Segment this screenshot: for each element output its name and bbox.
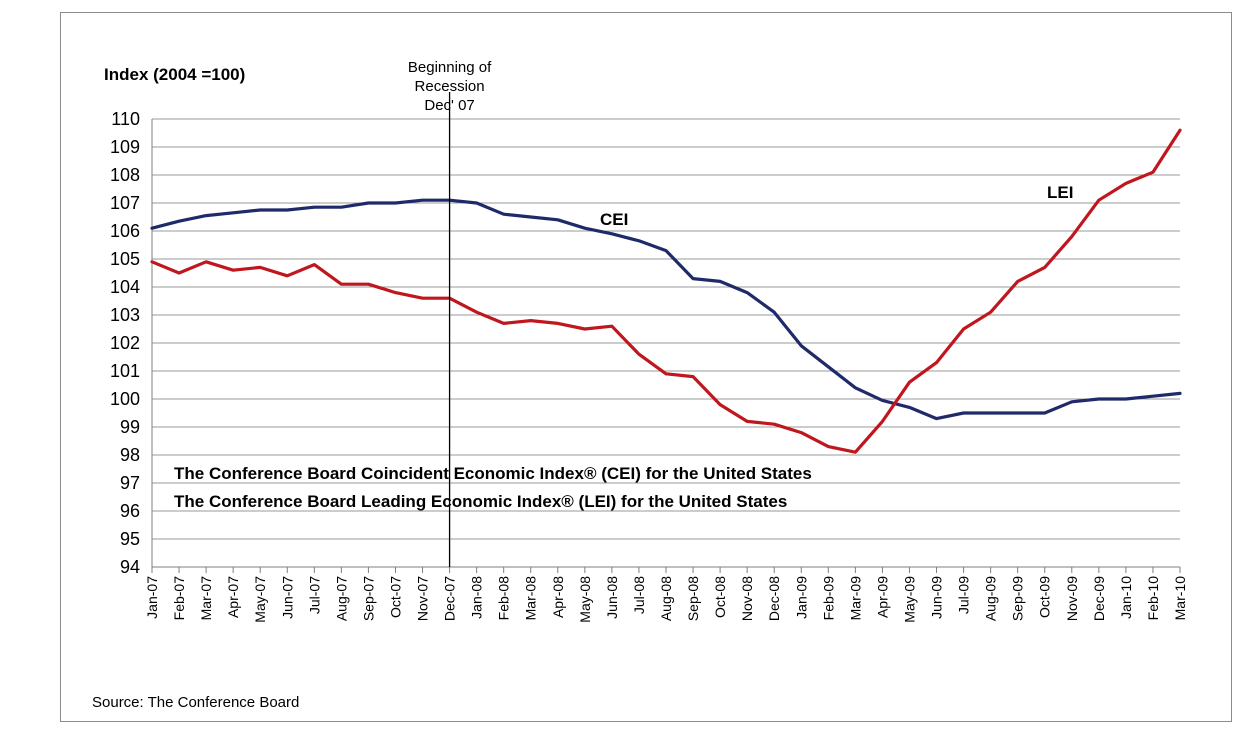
x-tick-label: Feb-09 [820, 576, 836, 621]
x-tick-label: Apr-09 [874, 576, 890, 618]
x-tick-label: Jul-09 [956, 576, 972, 614]
x-tick-label: Oct-09 [1037, 576, 1053, 618]
y-tick-label: 103 [110, 305, 140, 325]
x-tick-label: Jun-09 [929, 576, 945, 619]
source-note: Source: The Conference Board [92, 694, 299, 711]
series-label-cei: CEI [600, 210, 628, 229]
y-tick-label: 94 [120, 557, 140, 577]
x-axis-ticks: Jan-07 Feb-07 Mar-07 Apr-07 May-07 Jun-07 Jul-… [144, 567, 1188, 623]
x-tick-label: May-09 [901, 576, 917, 623]
x-tick-label: Aug-08 [658, 576, 674, 621]
recession-annotation-text: Beginning of [408, 59, 492, 76]
y-tick-label: 95 [120, 529, 140, 549]
y-tick-label: 101 [110, 361, 140, 381]
x-tick-label: Dec-08 [766, 576, 782, 621]
recession-annotation: Beginning of Recession Dec' 07 [408, 59, 492, 567]
x-tick-label: Aug-07 [333, 576, 349, 621]
recession-annotation-text: Recession [415, 78, 485, 95]
x-tick-label: Sep-09 [1010, 576, 1026, 621]
x-tick-label: Jun-08 [604, 576, 620, 619]
x-tick-label: Oct-08 [712, 576, 728, 618]
series-group [150, 128, 1182, 454]
y-tick-label: 106 [110, 221, 140, 241]
x-tick-label: Jul-08 [631, 576, 647, 614]
x-tick-label: May-08 [577, 576, 593, 623]
x-tick-label: Aug-09 [983, 576, 999, 621]
axes [151, 119, 1180, 568]
x-tick-label: Dec-07 [442, 576, 458, 621]
x-tick-label: Sep-08 [685, 576, 701, 621]
series-label-lei: LEI [1047, 183, 1073, 202]
y-tick-label: 102 [110, 333, 140, 353]
x-tick-label: Feb-10 [1145, 576, 1161, 621]
y-tick-label: 109 [110, 137, 140, 157]
x-tick-label: Nov-08 [739, 576, 755, 621]
y-axis-label: Index (2004 =100) [104, 65, 245, 84]
x-tick-label: Sep-07 [360, 576, 376, 621]
y-tick-label: 99 [120, 417, 140, 437]
y-axis-ticks: 94 95 96 97 98 99 100 101 102 103 104 105 106 107 108 1… [110, 109, 140, 577]
x-tick-label: Nov-09 [1064, 576, 1080, 621]
recession-annotation-text: Dec' 07 [424, 97, 474, 114]
legend-cei: The Conference Board Coincident Economic… [174, 464, 812, 483]
series-line-cei [150, 198, 1182, 421]
chart-frame [60, 12, 1232, 722]
x-tick-label: Mar-09 [847, 576, 863, 621]
legend-lei: The Conference Board Leading Economic In… [174, 492, 787, 511]
x-tick-label: Jan-08 [469, 576, 485, 619]
x-tick-label: Feb-07 [171, 576, 187, 621]
y-tick-label: 107 [110, 193, 140, 213]
x-tick-label: Nov-07 [415, 576, 431, 621]
y-tick-label: 98 [120, 445, 140, 465]
x-tick-label: Oct-07 [387, 576, 403, 618]
y-tick-label: 108 [110, 165, 140, 185]
x-tick-label: Jan-10 [1118, 576, 1134, 619]
x-tick-label: Feb-08 [496, 576, 512, 621]
x-tick-label: Jan-09 [793, 576, 809, 619]
y-tick-label: 110 [111, 109, 140, 129]
x-tick-label: Apr-08 [550, 576, 566, 618]
x-tick-label: Mar-10 [1172, 576, 1188, 621]
x-tick-label: Jan-07 [144, 576, 160, 619]
y-tick-label: 96 [120, 501, 140, 521]
y-tick-label: 104 [110, 277, 140, 297]
x-tick-label: Mar-08 [523, 576, 539, 621]
x-tick-label: Jul-07 [306, 576, 322, 614]
x-tick-label: Apr-07 [225, 576, 241, 618]
x-tick-label: Dec-09 [1091, 576, 1107, 621]
y-tick-label: 105 [110, 249, 140, 269]
x-tick-label: Mar-07 [198, 576, 214, 621]
x-tick-label: May-07 [252, 576, 268, 623]
series-line-lei [150, 128, 1182, 454]
y-tick-label: 97 [120, 473, 140, 493]
y-tick-label: 100 [110, 389, 140, 409]
x-tick-label: Jun-07 [279, 576, 295, 619]
